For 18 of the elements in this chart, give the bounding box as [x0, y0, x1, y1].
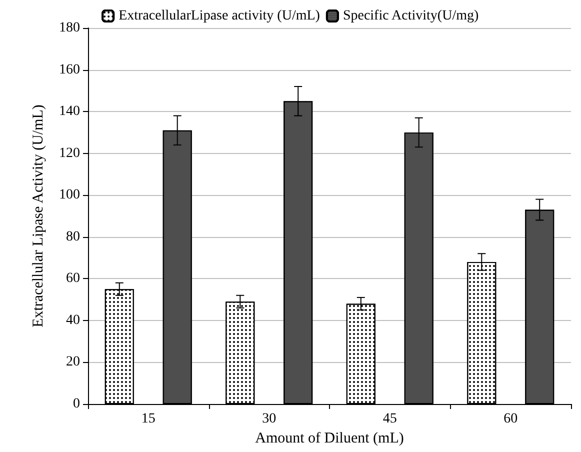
y-tick-label: 140: [59, 104, 80, 120]
y-tick-label: 160: [59, 62, 80, 78]
x-tick-label: 60: [504, 412, 518, 426]
y-tick-label: 60: [66, 271, 80, 286]
y-axis-title: Extracellular Lipase Activity (U/mL): [30, 104, 46, 328]
y-tick-label: 180: [59, 20, 80, 36]
legend-label: Specific Activity(U/mg): [342, 8, 479, 24]
y-tick-label: 40: [66, 312, 80, 328]
x-tick-label: 30: [262, 412, 276, 426]
x-axis-title: Amount of Diluent (mL): [255, 430, 404, 446]
y-tick-label: 80: [66, 229, 80, 244]
y-tick-label: 0: [73, 396, 80, 412]
y-tick-label: 100: [59, 188, 80, 203]
y-tick-label: 20: [66, 354, 80, 370]
legend-label: ExtracellularLipase activity (U/mL): [118, 8, 320, 24]
y-tick-label: 120: [59, 146, 80, 161]
x-tick-label: 45: [382, 412, 397, 426]
x-tick-label: 15: [141, 412, 156, 426]
